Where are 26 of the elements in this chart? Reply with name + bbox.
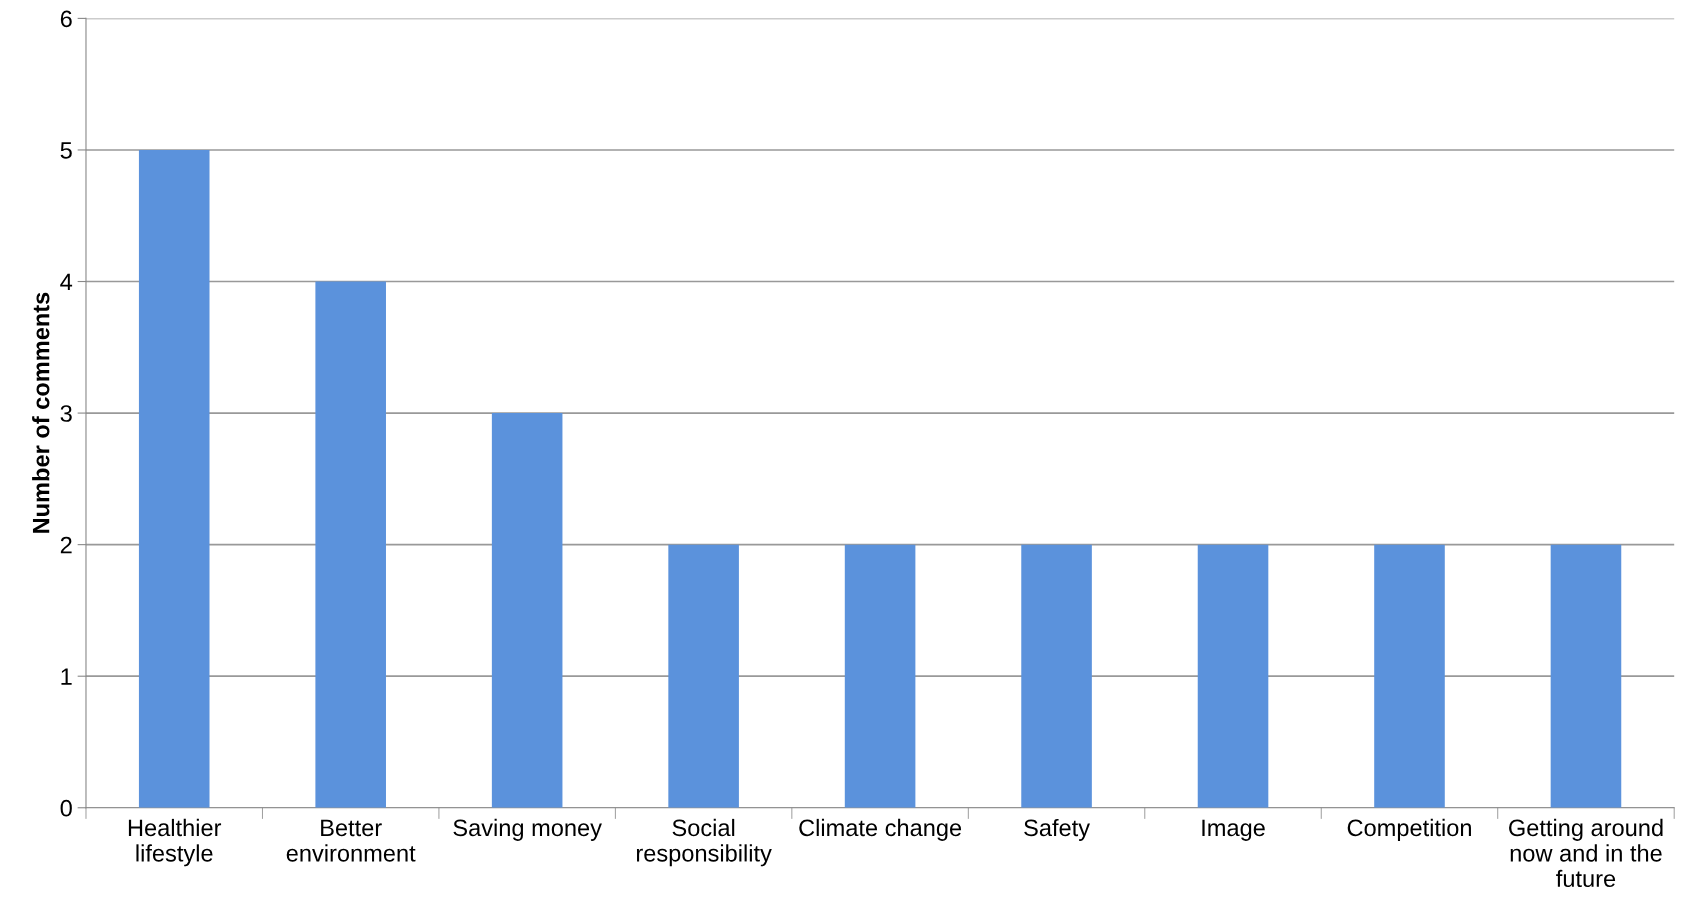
bar [1197,544,1269,808]
bar [138,149,210,808]
bar [1550,544,1622,808]
bar [1374,544,1445,808]
x-tick-label: Saving money [453,818,602,841]
bar [844,544,916,808]
x-tick-label: Getting around now and in the future [1509,818,1663,888]
x-tick-label: Social responsibility [636,818,772,867]
bar [668,544,739,808]
bar [491,413,563,808]
y-tick-label: 6 [60,10,72,28]
x-tick-label: Safety [1024,818,1090,841]
x-tick-label: Competition [1347,818,1471,841]
x-tick-label: Climate change [799,818,962,841]
y-tick-label: 2 [60,536,72,554]
bar [315,281,386,808]
x-tick-label: Healthier lifestyle [128,818,222,867]
y-tick-label: 1 [61,668,72,685]
y-tick-label: 4 [60,273,73,291]
x-tick-label: Better environment [286,819,416,862]
y-axis-title: Number of comments [32,292,50,533]
y-tick-label: 3 [60,405,72,422]
y-tick-label: 5 [60,142,72,159]
x-tick-label: Image [1202,819,1265,841]
y-tick-label: 0 [60,799,72,817]
bar [1021,544,1092,808]
